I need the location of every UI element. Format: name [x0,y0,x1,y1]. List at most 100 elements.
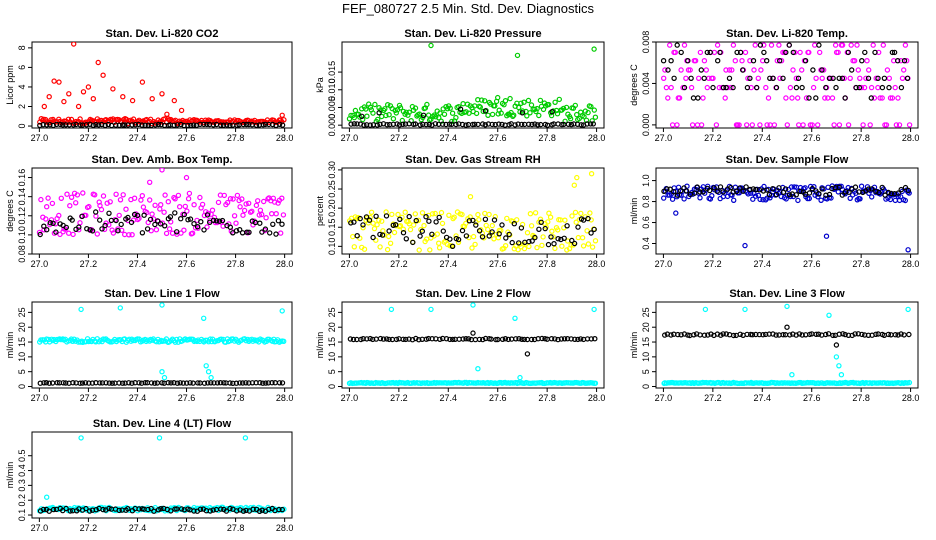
data-point [440,228,446,234]
data-point [697,195,703,201]
data-point [61,98,67,105]
data-point [357,215,363,222]
data-point [836,363,842,369]
data-point [833,342,840,348]
data-point [377,244,383,250]
data-point [579,234,586,241]
data-point [375,116,381,123]
data-point [730,42,737,48]
data-point [491,217,498,223]
data-point [847,75,853,82]
data-point [766,191,773,198]
data-series [661,42,913,128]
data-point [363,106,369,112]
data-point [217,122,224,128]
data-point [87,227,93,233]
data-point [868,186,875,192]
data-point [436,115,442,121]
data-point [489,229,495,235]
data-point [92,209,99,215]
chart-panel: Stan. Dev. Sample Flow ml/min 27.0 27.2 27.4… [629,154,919,269]
data-point [492,121,498,128]
data-point [521,336,528,343]
data-point [204,224,210,230]
data-point [444,105,451,112]
data-point [764,58,770,64]
data-point [671,189,677,195]
data-point [149,211,155,217]
data-point [675,331,681,338]
data-point [387,240,394,246]
data-point [482,98,488,104]
data-point [552,99,558,106]
data-point [858,84,865,91]
data-point [279,380,286,386]
data-point [150,216,157,222]
data-point [152,221,158,228]
data-point [393,336,400,343]
x-tick-label: 27.8 [227,393,245,403]
data-point [447,236,453,242]
data-point [412,105,419,111]
data-point [771,122,778,128]
x-tick-label: 27.6 [178,523,196,533]
figure-title: FEF_080727 2.5 Min. Std. Dev. Diagnostic… [342,1,594,16]
y-tick-label: 20 [17,322,27,332]
data-point [491,236,497,242]
data-point [888,190,895,197]
data-point [359,113,365,120]
data-point [862,49,868,56]
data-point [770,331,776,337]
data-point [134,212,141,219]
data-point [279,195,285,201]
data-point [141,212,147,218]
data-point [751,67,757,73]
x-tick-label: 27.2 [704,393,722,403]
data-point [816,190,822,197]
data-point [119,122,126,128]
x-tick-label: 27.0 [341,133,359,143]
data-point [367,104,374,110]
data-point [110,230,117,236]
data-series [348,106,597,128]
data-point [144,209,150,216]
data-point [63,224,70,231]
data-point [681,42,688,48]
data-point [819,186,825,192]
data-point [470,233,477,240]
data-point [692,58,699,64]
data-point [502,336,509,342]
chart-panel: Stan. Dev. Amb. Box Temp. degrees C 27.0 27… [5,154,293,269]
data-point [70,231,76,238]
data-point [135,121,142,128]
data-point [720,84,727,91]
data-point [499,121,505,128]
data-point [861,84,868,91]
x-tick-label: 27.0 [655,259,673,269]
data-point [364,122,370,128]
data-point [848,379,854,386]
y-tick-label: 0.3 [17,479,27,492]
x-tick-label: 27.0 [31,133,49,143]
data-point [406,109,412,115]
data-point [518,100,524,107]
data-point [78,435,84,441]
data-point [176,203,183,210]
data-point [44,122,50,128]
data-point [791,184,798,190]
data-point [660,58,667,64]
data-point [41,223,47,229]
data-point [350,336,357,343]
data-point [465,336,472,342]
data-point [98,206,105,213]
y-tick-label: 0 [327,384,337,389]
data-point [780,332,786,338]
data-point [665,95,671,101]
data-point [742,242,748,249]
data-point [832,42,839,48]
data-point [906,122,913,128]
x-tick-label: 27.0 [655,393,673,403]
y-tick-label: 0.20 [327,199,337,217]
data-point [517,374,523,381]
data-point [373,237,379,243]
